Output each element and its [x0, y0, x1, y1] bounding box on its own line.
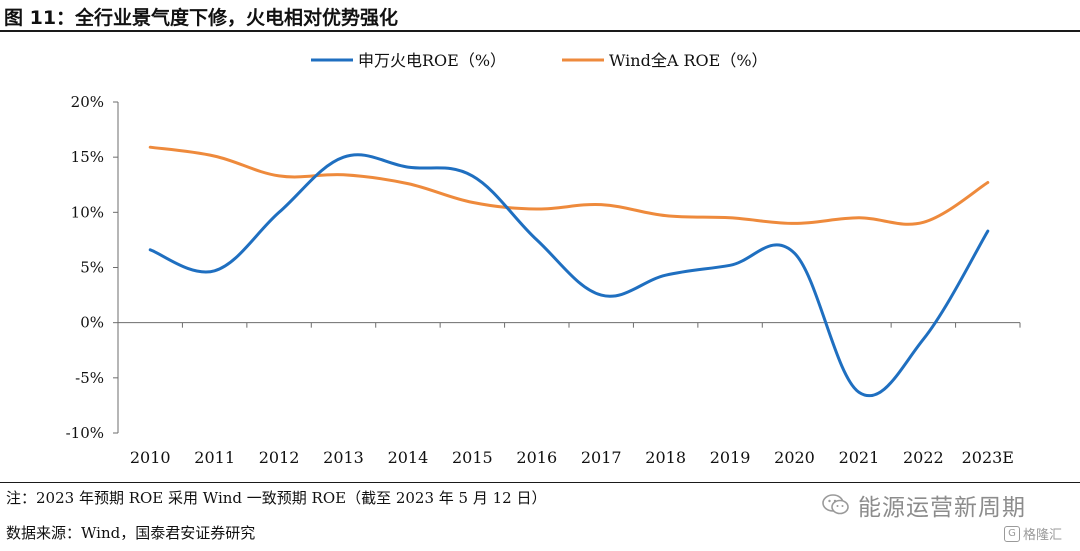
- y-tick-label: 5%: [80, 259, 104, 277]
- watermark-badge: G 格隆汇: [1004, 524, 1062, 543]
- x-tick-label: 2021: [839, 448, 880, 467]
- x-tick-label: 2017: [581, 448, 622, 467]
- y-tick-label: -10%: [66, 424, 104, 442]
- watermark: 能源运营新周期: [822, 488, 1026, 522]
- figure-title-bar: 图 11：全行业景气度下修，火电相对优势强化: [0, 0, 1080, 32]
- watermark-badge-text: 格隆汇: [1023, 528, 1063, 543]
- chart-legend: 申万火电ROE（%） Wind全A ROE（%）: [311, 51, 768, 70]
- x-tick-label: 2022: [903, 448, 944, 467]
- footer-divider: [0, 482, 1080, 483]
- x-tick-label: 2014: [388, 448, 429, 467]
- x-tick-label: 2019: [710, 448, 751, 467]
- x-tick-label: 2015: [452, 448, 493, 467]
- y-tick-label: -5%: [75, 369, 104, 387]
- wechat-icon: [822, 494, 849, 515]
- watermark-name: 能源运营新周期: [858, 495, 1026, 521]
- x-tick-label: 2012: [259, 448, 300, 467]
- x-tick-label: 2016: [516, 448, 557, 467]
- x-tick-label: 2013: [323, 448, 364, 467]
- chart-source: 数据来源：Wind，国泰君安证券研究: [6, 524, 256, 542]
- series-line-0: [148, 153, 990, 398]
- chart-note: 注：2023 年预期 ROE 采用 Wind 一致预期 ROE（截至 2023 …: [6, 489, 547, 507]
- y-tick-label: 10%: [71, 203, 104, 221]
- chart-series: [148, 145, 990, 398]
- g-logo-icon: G: [1004, 525, 1020, 542]
- line-chart: 申万火电ROE（%） Wind全A ROE（%） -10% -5% 0% 5% 10% 15…: [66, 51, 1021, 467]
- legend-label: Wind全A ROE（%）: [609, 51, 768, 70]
- x-tick-label: 2018: [645, 448, 686, 467]
- y-tick-label: 20%: [71, 93, 104, 111]
- y-tick-label: 15%: [71, 148, 104, 166]
- x-tick-label: 2010: [130, 448, 171, 467]
- legend-label: 申万火电ROE（%）: [358, 51, 506, 70]
- figure-title: 图 11：全行业景气度下修，火电相对优势强化: [4, 7, 399, 29]
- series-line-1: [148, 145, 990, 226]
- chart-axes: -10% -5% 0% 5% 10% 15% 20% 2010 2011 2012 2013 2014…: [66, 93, 1021, 467]
- x-tick-label: 2023E: [962, 448, 1014, 467]
- x-tick-label: 2011: [194, 448, 235, 467]
- y-tick-label: 0%: [80, 314, 104, 332]
- x-tick-label: 2020: [774, 448, 815, 467]
